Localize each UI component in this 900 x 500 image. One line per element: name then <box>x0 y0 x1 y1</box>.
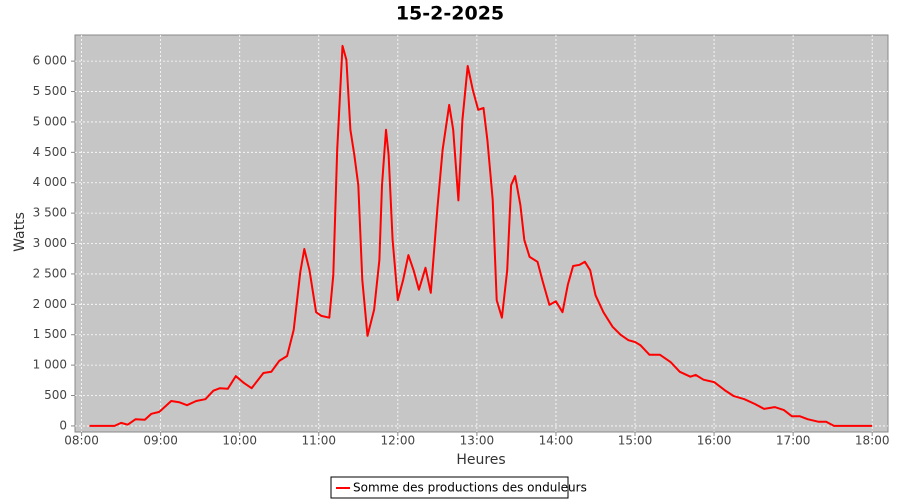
y-axis-label: Watts <box>12 212 28 252</box>
y-tick-label: 1 500 <box>33 327 67 341</box>
x-axis-label: Heures <box>456 452 505 468</box>
x-tick-label: 17:00 <box>776 434 811 448</box>
legend-label: Somme des productions des onduleurs <box>353 481 587 495</box>
chart-title: 15-2-2025 <box>396 3 504 25</box>
y-tick-label: 1 000 <box>33 358 67 372</box>
y-tick-label: 0 <box>59 418 67 432</box>
y-tick-label: 3 500 <box>33 206 67 220</box>
y-tick-label: 2 500 <box>33 266 67 280</box>
x-tick-label: 15:00 <box>618 434 653 448</box>
x-tick-label: 13:00 <box>460 434 495 448</box>
y-tick-label: 4 500 <box>33 145 67 159</box>
y-tick-label: 5 000 <box>33 114 67 128</box>
x-tick-label: 08:00 <box>64 434 99 448</box>
y-tick-label: 3 000 <box>33 236 67 250</box>
x-tick-label: 12:00 <box>381 434 416 448</box>
y-tick-label: 5 500 <box>33 84 67 98</box>
x-tick-label: 10:00 <box>222 434 257 448</box>
plot-area <box>74 34 889 433</box>
y-tick-label: 4 000 <box>33 175 67 189</box>
x-tick-label: 18:00 <box>855 434 890 448</box>
x-tick-label: 09:00 <box>143 434 178 448</box>
x-tick-label: 11:00 <box>301 434 336 448</box>
y-tick-label: 6 000 <box>33 54 67 68</box>
legend-box <box>330 476 569 499</box>
y-tick-label: 2 000 <box>33 297 67 311</box>
y-tick-label: 500 <box>44 388 67 402</box>
x-tick-label: 14:00 <box>539 434 574 448</box>
line <box>89 44 873 427</box>
x-tick-label: 16:00 <box>697 434 732 448</box>
